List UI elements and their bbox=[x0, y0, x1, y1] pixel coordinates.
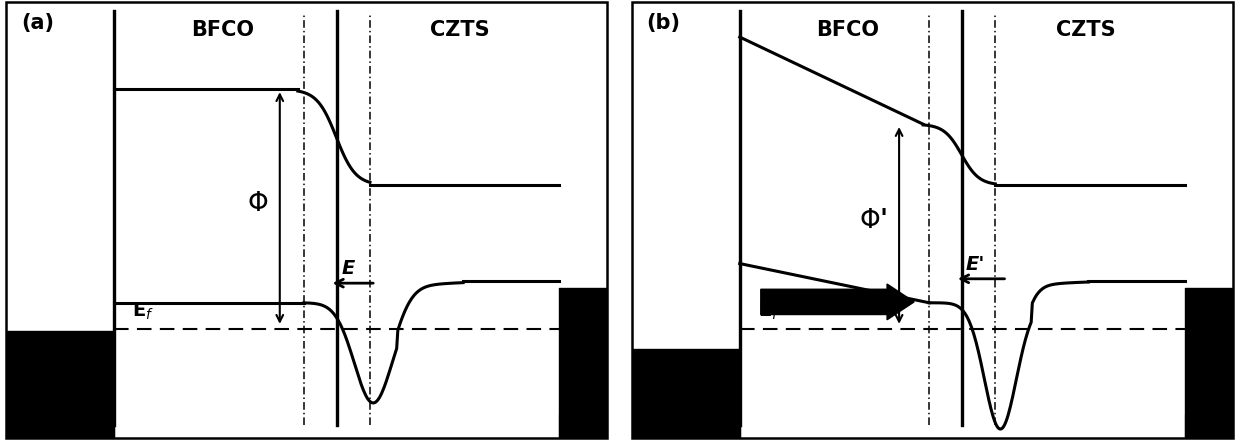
Text: E': E' bbox=[965, 255, 985, 274]
Text: E$_f$: E$_f$ bbox=[133, 301, 155, 323]
Bar bbox=[6, 414, 114, 438]
Text: E$_f$: E$_f$ bbox=[758, 301, 779, 323]
Bar bbox=[632, 414, 740, 438]
Bar bbox=[1184, 414, 1233, 438]
Text: CZTS: CZTS bbox=[430, 20, 489, 40]
Text: BFCO: BFCO bbox=[191, 20, 254, 40]
Text: $\Phi$': $\Phi$' bbox=[859, 208, 887, 234]
Text: $\Phi$: $\Phi$ bbox=[247, 191, 268, 216]
Text: (a): (a) bbox=[21, 13, 55, 33]
Text: CZTS: CZTS bbox=[1056, 20, 1115, 40]
Bar bbox=[559, 414, 607, 438]
Text: (b): (b) bbox=[647, 13, 680, 33]
FancyArrow shape bbox=[761, 284, 914, 320]
Text: BFCO: BFCO bbox=[817, 20, 880, 40]
Text: E: E bbox=[342, 259, 356, 278]
